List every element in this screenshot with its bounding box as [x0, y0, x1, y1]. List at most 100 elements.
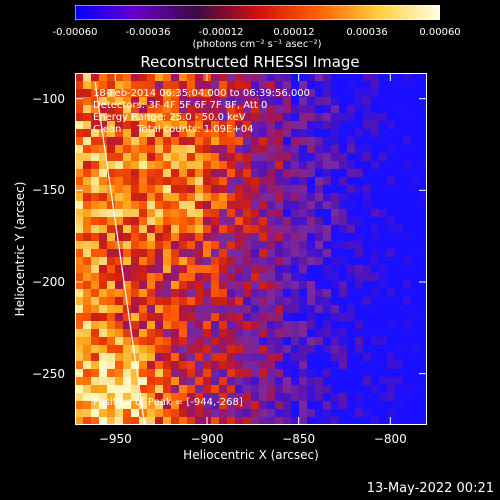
heatmap-cell [331, 401, 340, 410]
heatmap-cell [107, 361, 116, 370]
heatmap-cell [371, 169, 380, 178]
heatmap-cell [419, 193, 427, 202]
heatmap-cell [99, 393, 108, 402]
heatmap-cell [171, 97, 180, 106]
heatmap-cell [115, 321, 124, 330]
heatmap-cell [379, 169, 388, 178]
heatmap-cell [171, 385, 180, 394]
heatmap-cell [99, 305, 108, 314]
heatmap-cell [187, 417, 196, 425]
heatmap-cell [275, 97, 284, 106]
colorbar-tick-label: -0.00012 [198, 27, 244, 38]
heatmap-cell [347, 289, 356, 298]
heatmap-cell [163, 193, 172, 202]
heatmap-cell [291, 289, 300, 298]
heatmap-cell [307, 193, 316, 202]
heatmap-cell [371, 257, 380, 266]
heatmap-cell [243, 73, 252, 82]
heatmap-cell [403, 289, 412, 298]
heatmap-cell [171, 249, 180, 258]
heatmap-cell [307, 113, 316, 122]
heatmap-cell [171, 129, 180, 138]
heatmap-cell [131, 161, 140, 170]
detectors-label: Detectors: 3F 4F 5F 6F 7F 8F, Att 0 [93, 100, 268, 111]
heatmap-cell [99, 313, 108, 322]
heatmap-cell [363, 257, 372, 266]
heatmap-cell [235, 369, 244, 378]
heatmap-cell [363, 345, 372, 354]
heatmap-cell [107, 257, 116, 266]
heatmap-cell [75, 137, 84, 146]
heatmap-cell [195, 193, 204, 202]
heatmap-cell [107, 177, 116, 186]
heatmap-cell [243, 353, 252, 362]
heatmap-cell [227, 177, 236, 186]
heatmap-cell [139, 265, 148, 274]
heatmap-cell [411, 177, 420, 186]
heatmap-cell [403, 329, 412, 338]
heatmap-cell [243, 137, 252, 146]
heatmap-cell [411, 241, 420, 250]
heatmap-cell [131, 225, 140, 234]
heatmap-cell [283, 193, 292, 202]
heatmap-cell [291, 233, 300, 242]
heatmap-cell [363, 417, 372, 425]
heatmap-cell [411, 81, 420, 90]
heatmap-cell [267, 377, 276, 386]
heatmap-cell [283, 329, 292, 338]
heatmap-cell [331, 249, 340, 258]
heatmap-cell [283, 89, 292, 98]
heatmap-cell [283, 313, 292, 322]
heatmap-cell [395, 161, 404, 170]
heatmap-cell [323, 265, 332, 274]
heatmap-cell [299, 377, 308, 386]
heatmap-cell [411, 273, 420, 282]
heatmap-cell [395, 313, 404, 322]
heatmap-cell [91, 153, 100, 162]
heatmap-cell [75, 233, 84, 242]
heatmap-cell [411, 217, 420, 226]
heatmap-cell [195, 305, 204, 314]
heatmap-cell [371, 369, 380, 378]
heatmap-cell [307, 337, 316, 346]
heatmap-cell [339, 81, 348, 90]
heatmap-cell [275, 233, 284, 242]
heatmap-cell [259, 249, 268, 258]
heatmap-cell [147, 233, 156, 242]
heatmap-cell [307, 289, 316, 298]
heatmap-cell [291, 297, 300, 306]
heatmap-cell [259, 113, 268, 122]
heatmap-cell [243, 249, 252, 258]
heatmap-cell [219, 145, 228, 154]
heatmap-cell [355, 393, 364, 402]
heatmap-cell [267, 401, 276, 410]
heatmap-cell [139, 369, 148, 378]
heatmap-cell [403, 241, 412, 250]
heatmap-cell [307, 361, 316, 370]
heatmap-cell [259, 385, 268, 394]
heatmap-cell [91, 321, 100, 330]
heatmap-cell [235, 153, 244, 162]
heatmap-cell [387, 361, 396, 370]
heatmap-cell [99, 81, 108, 90]
heatmap-cell [323, 353, 332, 362]
heatmap-cell [299, 249, 308, 258]
heatmap-cell [267, 393, 276, 402]
heatmap-cell [299, 233, 308, 242]
heatmap-cell [163, 281, 172, 290]
heatmap-cell [355, 273, 364, 282]
heatmap-cell [299, 313, 308, 322]
heatmap-cell [267, 153, 276, 162]
heatmap-cell [75, 377, 84, 386]
heatmap-cell [371, 209, 380, 218]
heatmap-cell [131, 73, 140, 82]
heatmap-cell [291, 329, 300, 338]
heatmap-cell [91, 385, 100, 394]
heatmap-cell [355, 369, 364, 378]
heatmap-cell [259, 121, 268, 130]
heatmap-cell [403, 353, 412, 362]
heatmap-cell [115, 201, 124, 210]
heatmap-cell [307, 345, 316, 354]
heatmap-cell [211, 401, 220, 410]
heatmap-cell [227, 353, 236, 362]
